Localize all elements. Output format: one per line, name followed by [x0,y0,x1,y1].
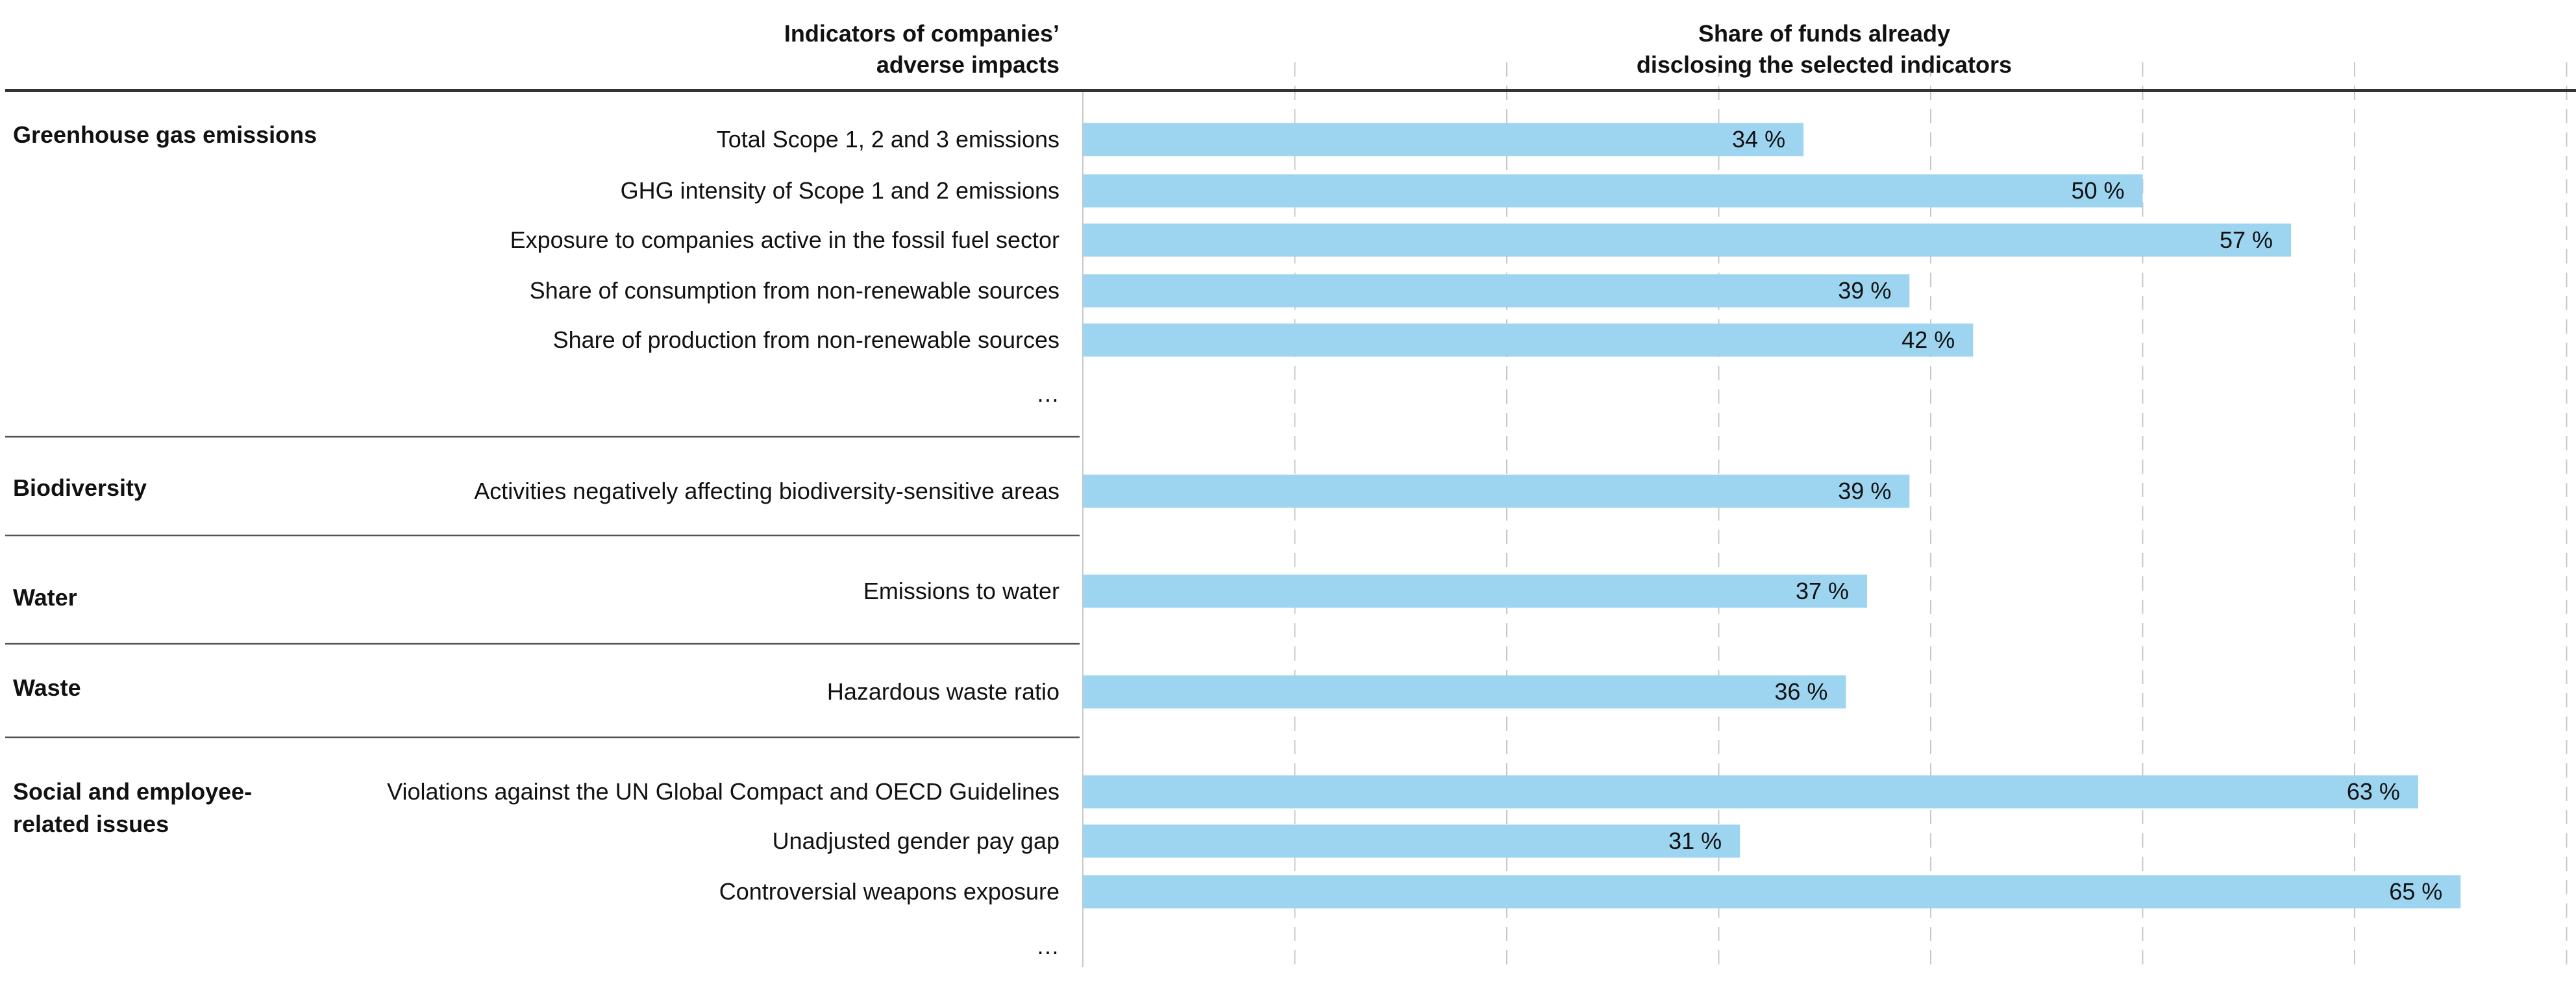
value-label: 34 % [1732,126,1785,153]
category-label: Waste [13,674,81,701]
value-label: 36 % [1774,678,1827,705]
value-label: 57 % [2220,227,2273,253]
indicator-label: … [1036,380,1059,407]
indicator-label: Hazardous waste ratio [827,678,1059,705]
bar [1083,824,1740,858]
bar [1083,123,1804,156]
indicator-label: Violations against the UN Global Compact… [387,778,1059,805]
value-label: 42 % [1901,326,1955,353]
header-right-line-2: disclosing the selected indicators [1637,51,2012,78]
category-label: Greenhouse gas emissions [13,121,317,148]
bar [1083,875,2461,909]
category-label: related issues [13,811,169,837]
category-label: Water [13,584,77,611]
value-label: 39 % [1838,478,1891,504]
header-right-line-1: Share of funds already [1698,20,1950,47]
value-label: 50 % [2071,177,2124,204]
value-label: 37 % [1796,578,1849,604]
indicator-label: GHG intensity of Scope 1 and 2 emissions [621,177,1059,204]
value-label: 65 % [2389,878,2442,905]
value-label: 39 % [1838,277,1891,304]
bar [1083,174,2143,208]
bar [1083,274,1910,308]
indicator-label: Exposure to companies active in the foss… [510,227,1059,253]
header-rule [5,89,2576,92]
chart-rows: Greenhouse gas emissions Total Scope 1, 2… [5,121,2461,959]
indicator-label: Share of production from non-renewable s… [553,326,1059,353]
bar [1083,323,1974,357]
indicator-label: … [1036,933,1059,959]
bar [1083,775,2418,809]
header-left-line-1: Indicators of companies’ [784,20,1059,47]
indicator-label: Share of consumption from non-renewable … [530,277,1059,304]
header-left-line-2: adverse impacts [876,51,1059,78]
gridlines [1082,62,2568,967]
indicator-label: Total Scope 1, 2 and 3 emissions [717,126,1059,153]
value-label: 31 % [1668,828,1722,854]
indicator-label: Activities negatively affecting biodiver… [474,478,1059,504]
bar [1083,574,1868,608]
value-label: 63 % [2347,778,2400,805]
indicator-label: Unadjusted gender pay gap [773,828,1059,854]
category-label: Biodiversity [13,474,147,501]
indicator-label: Emissions to water [863,578,1059,604]
bar [1083,474,1910,508]
category-label: Social and employee- [13,778,252,805]
bar [1083,223,2292,257]
bar [1083,675,1846,709]
indicator-label: Controversial weapons exposure [719,878,1059,905]
